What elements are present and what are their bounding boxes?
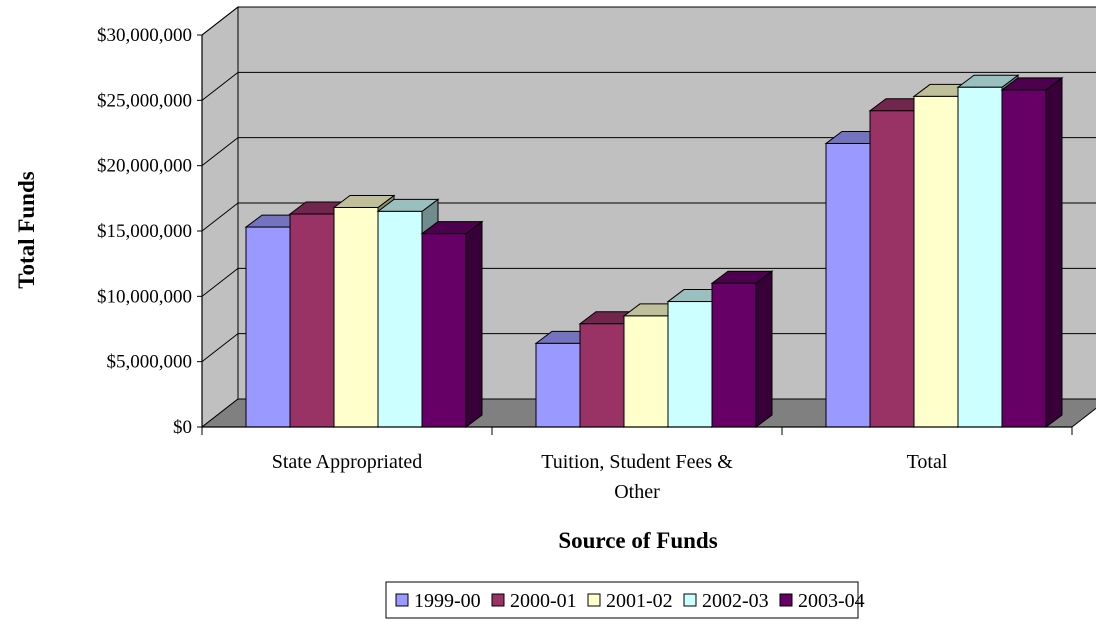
y-axis-title: Total Funds bbox=[14, 171, 39, 288]
gridline-side bbox=[201, 202, 239, 232]
legend-label: 2000-01 bbox=[510, 590, 577, 612]
legend-item: 2000-01 bbox=[491, 590, 577, 612]
legend-label: 2003-04 bbox=[798, 590, 865, 612]
legend-label: 2002-03 bbox=[702, 590, 769, 612]
bars bbox=[244, 74, 1064, 428]
bar-front bbox=[825, 142, 871, 428]
legend-item: 2003-04 bbox=[779, 590, 865, 612]
bar-front bbox=[245, 226, 291, 428]
gridline-side bbox=[201, 6, 239, 36]
bar-front bbox=[1001, 89, 1047, 428]
y-tick-label: $10,000,000 bbox=[97, 286, 192, 307]
legend-label: 2001-02 bbox=[606, 590, 673, 612]
y-tick-label: $25,000,000 bbox=[97, 90, 192, 111]
bar-front bbox=[869, 110, 915, 428]
bar-side bbox=[465, 220, 483, 428]
bar-front bbox=[535, 342, 581, 428]
category-label: Total bbox=[907, 451, 948, 473]
y-tick-label: $20,000,000 bbox=[97, 156, 192, 177]
legend-swatch bbox=[395, 593, 409, 607]
bar-side bbox=[755, 270, 773, 428]
y-tick-label: $5,000,000 bbox=[107, 352, 193, 373]
legend-box bbox=[385, 581, 859, 619]
bar bbox=[420, 220, 484, 428]
legend-swatch bbox=[779, 593, 793, 607]
bar-front bbox=[289, 213, 335, 428]
legend-item: 2001-02 bbox=[587, 590, 673, 612]
bar-front bbox=[421, 233, 467, 428]
bar-front bbox=[377, 210, 423, 428]
category-label: Tuition, Student Fees & Other bbox=[541, 451, 733, 503]
legend-swatch bbox=[683, 593, 697, 607]
y-tick-label: $0 bbox=[173, 417, 192, 438]
legend-label: 1999-00 bbox=[414, 590, 481, 612]
y-tick-labels: $0 $5,000,000 $10,000,000 $15,000,000 $20,00… bbox=[97, 25, 202, 438]
bar-front bbox=[579, 323, 625, 428]
bar bbox=[1000, 76, 1064, 428]
bar-front bbox=[333, 206, 379, 428]
bar-front bbox=[957, 86, 1003, 428]
gridline-side bbox=[201, 267, 239, 297]
category-labels: State Appropriated Tuition, Student Fees … bbox=[201, 427, 1073, 503]
gridline-side bbox=[201, 333, 239, 363]
bar-front bbox=[913, 95, 959, 428]
legend-swatch bbox=[491, 593, 505, 607]
bar bbox=[710, 270, 774, 428]
category-label: State Appropriated bbox=[272, 451, 423, 473]
legend-swatch bbox=[587, 593, 601, 607]
legend-item: 2002-03 bbox=[683, 590, 769, 612]
gridline-side bbox=[201, 71, 239, 101]
bar-front bbox=[623, 315, 669, 428]
y-tick-label: $30,000,000 bbox=[97, 25, 192, 46]
bar-side bbox=[1045, 76, 1063, 428]
y-tick-label: $15,000,000 bbox=[97, 221, 192, 242]
bar-front bbox=[711, 282, 757, 428]
x-axis-title: Source of Funds bbox=[558, 528, 717, 553]
bar-front bbox=[667, 301, 713, 428]
legend: 1999-00 2000-01 2001-02 2002-03 2003-04 bbox=[385, 581, 865, 619]
gridline-side bbox=[201, 137, 239, 167]
legend-item: 1999-00 bbox=[395, 590, 481, 612]
